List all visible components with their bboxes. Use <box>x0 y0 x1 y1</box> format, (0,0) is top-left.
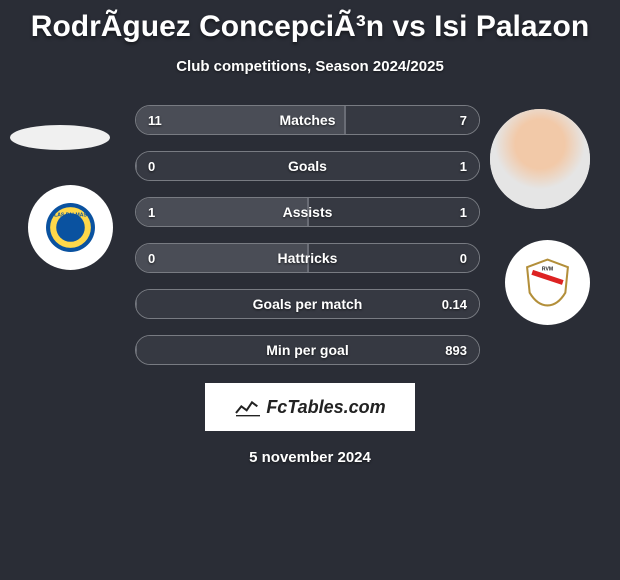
stat-row: Min per goal893 <box>135 335 480 365</box>
brand-badge: FcTables.com <box>205 383 415 431</box>
stat-row: Hattricks0 0 <box>135 243 480 273</box>
stat-value-right: 1 <box>460 198 467 226</box>
svg-text:LAS PALMAS: LAS PALMAS <box>54 212 87 218</box>
brand-text: FcTables.com <box>266 397 385 418</box>
stat-label: Goals <box>136 152 479 180</box>
stat-row: Goals per match0.14 <box>135 289 480 319</box>
page-title: RodrÃ­guez ConcepciÃ³n vs Isi Palazon <box>0 0 620 44</box>
stat-row: Matches11 7 <box>135 105 480 135</box>
stat-value-left: 0 <box>148 244 155 272</box>
comparison-panel: LAS PALMAS RVM Matches117Goals01Assists1… <box>0 105 620 375</box>
player-left-avatar <box>10 125 110 150</box>
stat-label: Matches <box>136 106 479 134</box>
stat-bars: Matches117Goals01Assists11Hattricks00Goa… <box>135 105 480 381</box>
stat-label: Goals per match <box>136 290 479 318</box>
stat-row: Goals0 1 <box>135 151 480 181</box>
stat-value-right: 893 <box>445 336 467 364</box>
brand-icon <box>234 397 262 417</box>
player-left-club-crest: LAS PALMAS <box>28 185 113 270</box>
stat-value-left: 0 <box>148 152 155 180</box>
stat-label: Min per goal <box>136 336 479 364</box>
subtitle: Club competitions, Season 2024/2025 <box>0 58 620 75</box>
date-label: 5 november 2024 <box>0 449 620 466</box>
stat-row: Assists1 1 <box>135 197 480 227</box>
stat-value-right: 0 <box>460 244 467 272</box>
stat-label: Assists <box>136 198 479 226</box>
stat-value-left: 11 <box>148 106 162 134</box>
player-right-avatar <box>490 109 590 209</box>
stat-label: Hattricks <box>136 244 479 272</box>
stat-value-right: 7 <box>460 106 467 134</box>
stat-value-right: 0.14 <box>442 290 467 318</box>
player-right-club-crest: RVM <box>505 240 590 325</box>
stat-value-right: 1 <box>460 152 467 180</box>
stat-value-left: 1 <box>148 198 155 226</box>
svg-text:RVM: RVM <box>542 266 553 272</box>
